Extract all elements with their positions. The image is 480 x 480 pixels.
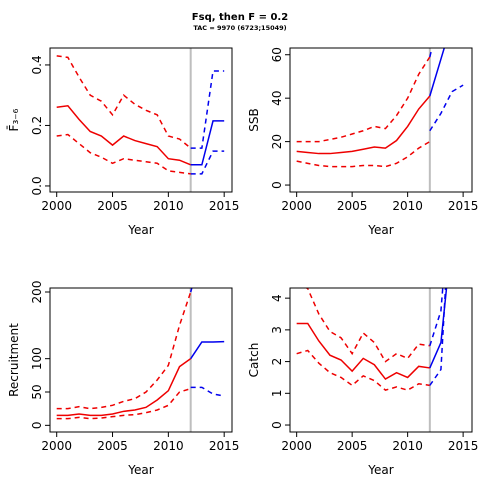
x-tick-label: 2000 <box>41 439 72 453</box>
plot-frame <box>49 47 233 193</box>
series-line <box>190 120 225 166</box>
figure-title: Fsq, then F = 0.2 <box>192 12 288 23</box>
x-tick-label: 2015 <box>209 439 240 453</box>
y-tick-label: 3 <box>270 326 284 334</box>
series-line <box>56 387 191 420</box>
series-line <box>429 48 446 97</box>
y-tick-label: 0 <box>30 422 44 430</box>
x-tick-label: 2000 <box>41 199 72 213</box>
panel: 0 1 2 3 4 2000 2005 2010 2015 Year Catch <box>247 287 479 477</box>
series-line <box>190 386 225 397</box>
series-line <box>429 288 444 346</box>
y-tick-label: 0.4 <box>30 55 44 74</box>
y-axis-label: Recruitment <box>7 323 21 397</box>
x-axis-label: Year <box>367 223 393 237</box>
y-tick-label: 4 <box>270 294 284 302</box>
y-tick-label: 0.0 <box>30 176 44 195</box>
y-tick-label: 50 <box>30 384 44 399</box>
y-tick-label: 0 <box>270 181 284 189</box>
x-tick-label: 2015 <box>209 199 240 213</box>
plot-area <box>296 288 448 432</box>
series-line <box>429 288 448 369</box>
x-tick-label: 2010 <box>392 199 423 213</box>
x-tick-label: 2005 <box>337 439 368 453</box>
x-axis-label: Year <box>127 223 153 237</box>
series-line <box>56 358 192 417</box>
y-tick-label: 0.2 <box>30 116 44 135</box>
series-line <box>190 70 225 149</box>
series-line <box>305 288 430 363</box>
x-tick-label: 2010 <box>153 199 184 213</box>
plot-frame <box>289 47 473 193</box>
x-tick-label: 2010 <box>153 439 184 453</box>
x-tick-label: 2015 <box>448 199 479 213</box>
series-line <box>296 140 431 168</box>
series-line <box>56 133 191 175</box>
y-tick-label: 60 <box>270 47 284 62</box>
y-tick-label: 2 <box>270 358 284 366</box>
plot-area <box>56 48 225 192</box>
panel: 0 20 40 60 2000 2005 2010 2015 Year SSB <box>247 47 479 237</box>
series-line <box>296 56 431 143</box>
y-tick-label: 0 <box>270 421 284 429</box>
plot-area <box>296 48 464 192</box>
series-line <box>429 84 464 132</box>
panel: 0.0 0.2 0.4 2000 2005 2010 2015 Year F̄₃₋₆ <box>7 47 240 237</box>
y-tick-label: 1 <box>270 389 284 397</box>
figure-subtitle: TAC = 9970 (6723;15049) <box>193 24 286 32</box>
x-axis-label: Year <box>367 463 393 477</box>
panel: 0 50 100 200 2000 2005 2010 2015 Year Recruitment <box>7 281 240 477</box>
series-line <box>56 291 192 410</box>
x-tick-label: 2005 <box>97 199 128 213</box>
y-axis-label: F̄₃₋₆ <box>7 108 21 131</box>
x-tick-label: 2000 <box>281 199 312 213</box>
y-tick-label: 20 <box>270 134 284 149</box>
y-tick-label: 100 <box>30 347 44 370</box>
plot-frame <box>289 287 473 433</box>
x-tick-label: 2005 <box>97 439 128 453</box>
x-axis-label: Year <box>127 463 153 477</box>
x-tick-label: 2005 <box>337 199 368 213</box>
x-tick-label: 2010 <box>392 439 423 453</box>
series-line <box>296 349 430 391</box>
plot-area <box>56 288 225 432</box>
y-axis-label: Catch <box>247 343 261 378</box>
series-line <box>190 340 225 360</box>
series-line <box>296 322 430 381</box>
series-line <box>296 95 431 155</box>
x-tick-label: 2000 <box>281 439 312 453</box>
series-line <box>56 104 191 166</box>
series-line <box>56 55 192 149</box>
series-line <box>429 288 447 386</box>
plot-frame <box>49 287 233 433</box>
y-tick-label: 40 <box>270 91 284 106</box>
y-axis-label: SSB <box>247 108 261 131</box>
x-tick-label: 2015 <box>448 439 479 453</box>
y-tick-label: 200 <box>30 281 44 304</box>
